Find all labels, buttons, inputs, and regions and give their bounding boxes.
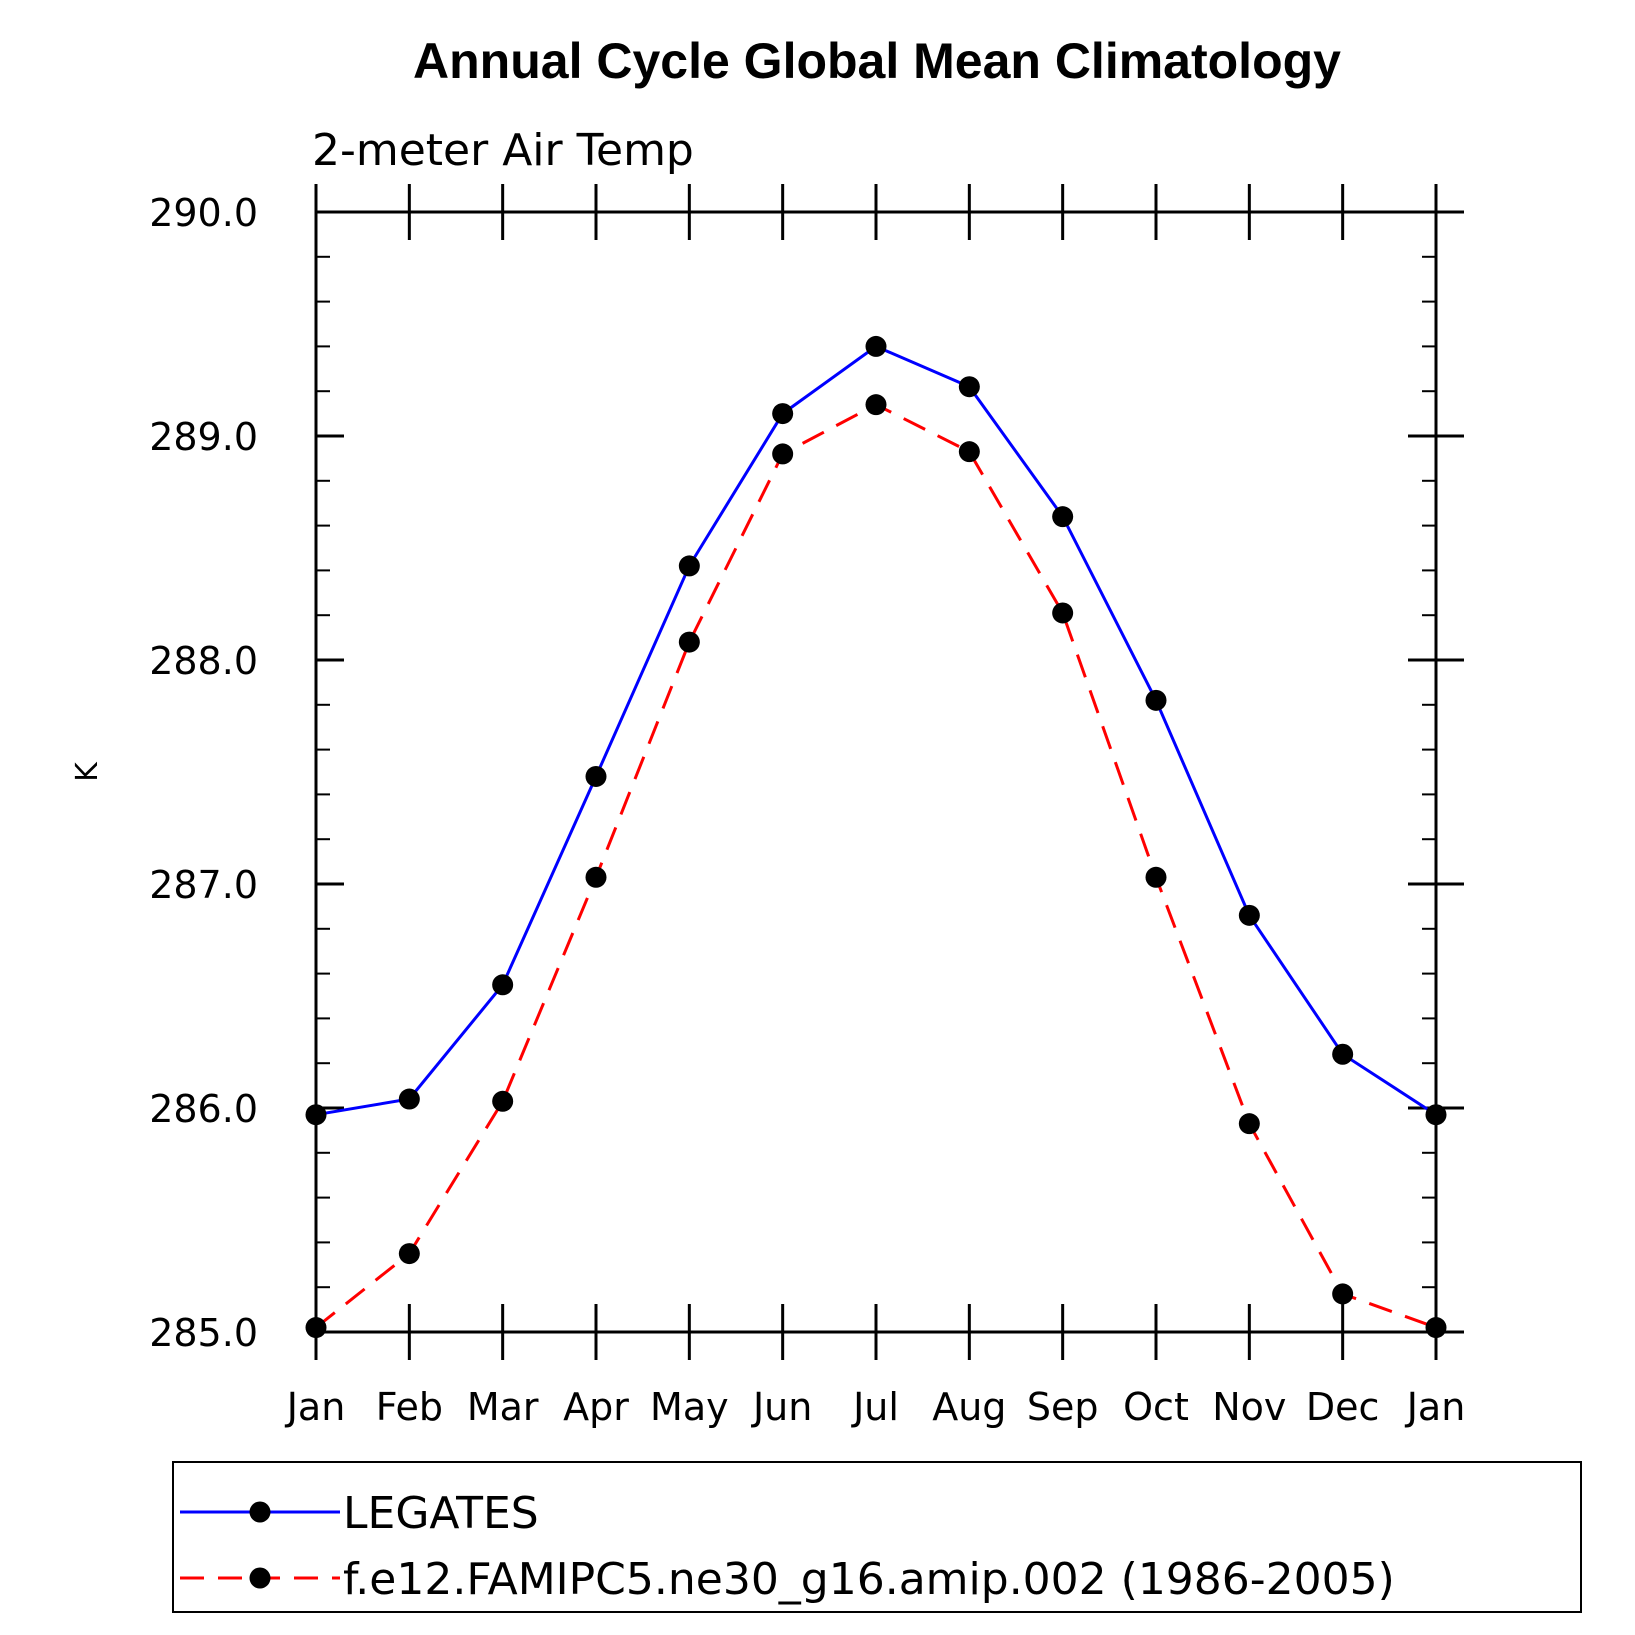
legend: LEGATES f.e12.FAMIPC5.ne30_g16.amip.002 (… (172, 1461, 1582, 1613)
series-1-point (585, 866, 607, 888)
legend-label-0: LEGATES (343, 1488, 539, 1539)
series-1-point (958, 441, 980, 463)
series-1-point (865, 394, 887, 416)
series-0-point (678, 555, 700, 577)
legend-box (172, 1461, 1582, 1613)
x-tick-label: Jan (285, 1385, 346, 1429)
series-0-point (585, 765, 607, 787)
legend-marker-1 (249, 1567, 271, 1589)
y-tick-labels: 285.0 286.0 287.0 288.0 289.0 290.0 (149, 191, 258, 1355)
y-tick-label: 286.0 (149, 1087, 258, 1131)
chart-subtitle: 2-meter Air Temp (312, 125, 694, 176)
plot-frame (314, 210, 1438, 1334)
legend-marker-0 (249, 1501, 271, 1523)
y-tick-label: 288.0 (149, 639, 258, 683)
series-1-point (1332, 1283, 1354, 1305)
x-tick-label: Nov (1212, 1385, 1286, 1429)
series-1-point (1052, 602, 1074, 624)
series-0-point (398, 1088, 420, 1110)
legend-label-1: f.e12.FAMIPC5.ne30_g16.amip.002 (1986-20… (343, 1554, 1395, 1605)
series-0-point (1052, 506, 1074, 528)
x-tick-label: Dec (1306, 1385, 1380, 1429)
x-tick-label: May (650, 1385, 729, 1429)
series-1-point (398, 1243, 420, 1265)
series-1-point (1238, 1113, 1260, 1135)
y-tick-label: 290.0 (149, 191, 258, 235)
minor-ticks (316, 255, 1436, 1289)
x-tick-label: Oct (1123, 1385, 1189, 1429)
series-1-point (1145, 866, 1167, 888)
x-tick-label: Jun (751, 1385, 812, 1429)
series-layer (305, 335, 1447, 1339)
x-tick-label: Feb (376, 1385, 443, 1429)
series-1-point (772, 443, 794, 465)
series-0-point (492, 974, 514, 996)
series-0-point (865, 335, 887, 357)
series-0-point (958, 376, 980, 398)
series-1-point (678, 631, 700, 653)
x-tick-label: Mar (467, 1385, 539, 1429)
series-0-point (772, 403, 794, 425)
y-tick-label: 287.0 (149, 863, 258, 907)
series-line-1 (315, 402, 1437, 1329)
series-1-point (492, 1090, 514, 1112)
x-tick-label: Sep (1027, 1385, 1099, 1429)
chart-title: Annual Cycle Global Mean Climatology (413, 33, 1341, 89)
major-ticks (314, 184, 1464, 1360)
x-tick-label: Aug (932, 1385, 1006, 1429)
y-tick-label: 289.0 (149, 415, 258, 459)
y-axis-label: K (70, 761, 105, 782)
x-tick-labels: Jan Feb Mar Apr May Jun Jul Aug Sep Oct Nov Dec Jan (285, 1385, 1466, 1429)
series-0-point (1238, 904, 1260, 926)
x-tick-label: Jul (851, 1385, 899, 1429)
series-0-point (1332, 1043, 1354, 1065)
x-tick-label: Apr (563, 1385, 629, 1429)
x-tick-label: Jan (1405, 1385, 1466, 1429)
y-tick-label: 285.0 (149, 1311, 258, 1355)
series-0-point (1145, 689, 1167, 711)
series-line-0 (315, 344, 1437, 1117)
